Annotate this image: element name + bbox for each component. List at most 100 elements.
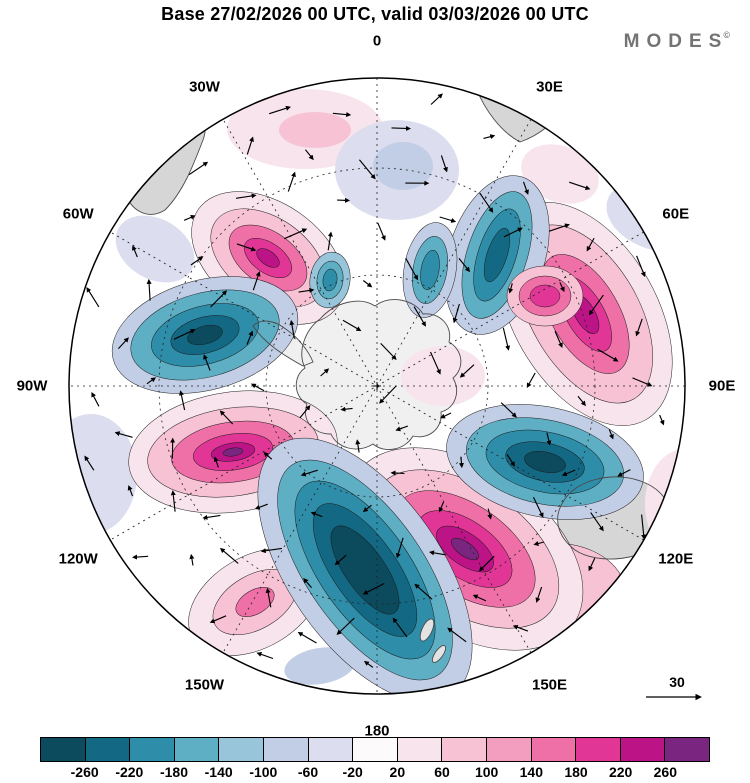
wind-vectors [84,93,665,668]
wind-vector [252,271,261,291]
wind-vector [459,364,475,378]
colorbar-tick--100: -100 [249,764,278,780]
wind-vector [391,125,412,131]
colorbar-tick--140: -140 [204,764,233,780]
wind-vector [332,112,352,118]
wind-vector [188,161,209,176]
wind-vector [586,237,595,252]
wind-vector [269,105,291,115]
wind-vector [590,512,604,532]
wind-vector [263,452,273,460]
vector-reference-arrow-icon [646,693,702,701]
wind-vector [236,243,257,252]
wind-vector [190,256,204,266]
wind-vector [635,318,643,337]
wind-vector [405,257,419,281]
wind-vector [377,222,386,241]
wind-vector [355,439,361,453]
colorbar-tick-100: 100 [474,764,499,780]
wind-vector [429,351,441,375]
wind-vector [390,470,405,476]
wind-vector [310,511,323,518]
wind-vector [392,617,408,638]
colorbar-cell-11 [530,738,576,761]
wind-vector [336,617,355,636]
wind-vector [146,377,157,385]
wind-vector [546,432,552,446]
wind-vector [117,337,129,349]
colorbar-cell-5 [262,738,308,761]
colorbar [40,737,710,762]
colorbar-tick-140: 140 [519,764,544,780]
wind-vector [183,215,196,221]
longitude-label-90E: 90E [708,377,736,395]
wind-vector [334,554,347,566]
wind-vector [209,615,227,624]
anomaly-washes [69,89,685,685]
longitude-label-0: 0 [372,32,382,50]
colorbar-tick-60: 60 [434,764,450,780]
wind-vector [452,303,460,324]
wind-vector [320,368,330,377]
colorbar-cell-6 [307,738,353,761]
wind-vector [219,410,234,425]
wind-vector [358,159,376,180]
wind-vector [479,192,494,213]
colorbar-cell-10 [485,738,531,761]
wind-vector [210,290,228,308]
modes-logo-mark: © [723,30,730,40]
wind-vector [303,578,313,588]
wind-vector [170,490,176,512]
wind-vector [132,245,138,258]
colorbar-cell-2 [129,738,174,761]
vector-reference-value: 30 [669,674,685,690]
wind-vector [114,431,133,438]
wind-vector [327,231,333,251]
wind-vector [561,469,576,477]
wind-vector [213,456,219,468]
wind-vector [219,547,239,564]
wind-vector [362,582,385,595]
colorbar-cell-12 [575,738,620,761]
wind-vector [608,429,614,440]
wind-vector [284,228,308,240]
colorbar-cell-7 [352,738,397,761]
wind-vector [250,383,265,392]
wind-vector [506,453,516,467]
negative-anomaly-10E-strip [402,222,458,318]
wind-vector [641,514,647,540]
colorbar-tick--260: -260 [70,764,99,780]
wind-vector [91,391,100,407]
wind-vector [458,456,464,469]
wind-vector [178,390,186,411]
colorbar-tick-180: 180 [564,764,588,780]
wind-vector [429,550,446,556]
wind-vector [300,469,318,477]
wind-vector [512,624,529,632]
colorbar-cell-9 [441,738,486,761]
wind-vector [379,385,397,404]
wind-vector [146,278,152,301]
wind-vector [569,181,591,191]
wind-vector [549,223,570,232]
wind-vector [395,425,408,432]
colorbar-tick--180: -180 [159,764,189,780]
wind-vector [299,405,311,419]
colorbar-tick-labels: -260 -220 -180 -140 -100 -60 -20 20 60 100 140 180 2… [40,764,710,782]
wind-vector [439,216,457,223]
wind-vector [483,134,496,140]
wind-vector [340,406,353,412]
wind-vector [362,280,373,288]
colorbar-cell-13 [619,738,665,761]
map-boundary [68,77,686,695]
wind-vector [254,503,268,510]
colorbar-cell-4 [218,738,263,761]
wind-vector [617,469,631,477]
wind-vector [577,395,586,407]
wind-vector [659,414,665,426]
wind-vector [289,319,295,339]
wind-vector [478,555,495,572]
modes-logo-text: MODES [623,31,729,52]
wind-vector [189,553,195,566]
